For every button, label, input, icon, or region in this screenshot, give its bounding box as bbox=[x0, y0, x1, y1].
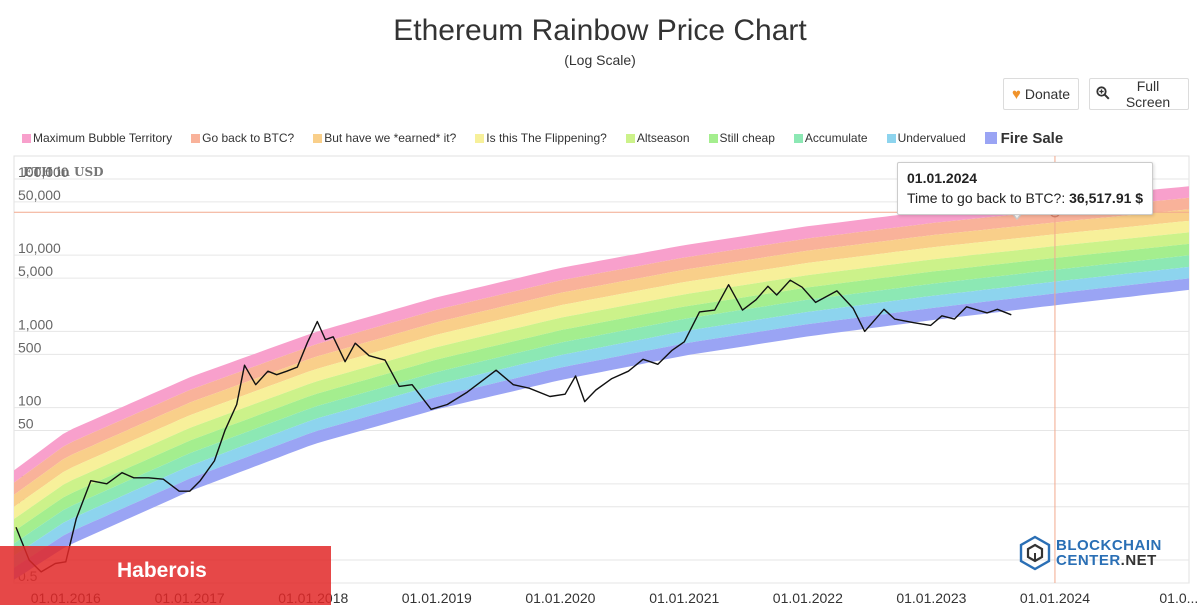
y-tick-label-6: 100 bbox=[18, 393, 42, 409]
x-tick-label-9: 01.0... bbox=[1159, 590, 1198, 605]
legend-label-0: Maximum Bubble Territory bbox=[33, 131, 173, 145]
full-screen-button[interactable]: Full Screen bbox=[1089, 78, 1189, 110]
legend-swatch-1 bbox=[191, 133, 201, 143]
y-tick-label-5: 500 bbox=[18, 339, 42, 355]
zoom-icon bbox=[1096, 85, 1110, 103]
legend-item-2[interactable]: But have we *earned* it? bbox=[313, 131, 456, 145]
y-tick-label-2: 10,000 bbox=[18, 240, 61, 256]
legend-label-7: Undervalued bbox=[897, 131, 966, 145]
full-screen-label: Full Screen bbox=[1125, 78, 1171, 110]
x-tick-label-6: 01.01.2022 bbox=[773, 590, 843, 605]
y-axis-label: ETH in USD bbox=[23, 165, 104, 179]
y-tick-label-4: 1,000 bbox=[18, 316, 53, 332]
legend-swatch-0 bbox=[22, 133, 31, 143]
x-tick-label-4: 01.01.2020 bbox=[525, 590, 595, 605]
donate-label: Donate bbox=[1024, 86, 1071, 102]
legend-swatch-8 bbox=[984, 132, 997, 144]
logo-line-2a: CENTER bbox=[1056, 552, 1121, 569]
y-tick-label-1: 50,000 bbox=[18, 187, 61, 203]
legend-item-6[interactable]: Accumulate bbox=[793, 131, 868, 145]
logo-line-1: BLOCKCHAIN bbox=[1056, 537, 1162, 554]
price-line bbox=[15, 279, 1012, 573]
tooltip-label: Time to go back to BTC?: bbox=[907, 190, 1066, 206]
x-tick-label-3: 01.01.2019 bbox=[402, 590, 472, 605]
legend-swatch-2 bbox=[313, 133, 323, 143]
price-tooltip: 01.01.2024 Time to go back to BTC?: 36,5… bbox=[897, 162, 1154, 215]
legend-item-7[interactable]: Undervalued bbox=[886, 131, 966, 145]
y-tick-label-7: 50 bbox=[18, 416, 34, 432]
legend-item-0[interactable]: Maximum Bubble Territory bbox=[22, 131, 172, 145]
heart-icon: ♥ bbox=[1011, 85, 1021, 103]
legend-item-1[interactable]: Go back to BTC? bbox=[191, 131, 294, 145]
x-tick-label-8: 01.01.2024 bbox=[1020, 590, 1090, 605]
legend-swatch-7 bbox=[886, 133, 896, 143]
x-tick-label-5: 01.01.2021 bbox=[649, 590, 719, 605]
y-tick-label-0: 100,000 bbox=[18, 164, 69, 180]
legend-label-4: Altseason bbox=[636, 131, 690, 145]
legend-swatch-4 bbox=[625, 133, 635, 143]
donate-button[interactable]: ♥ Donate bbox=[1003, 78, 1079, 110]
legend-label-5: Still cheap bbox=[719, 131, 775, 145]
legend-swatch-5 bbox=[708, 133, 718, 143]
tooltip-date: 01.01.2024 bbox=[907, 170, 978, 186]
legend-swatch-6 bbox=[793, 133, 803, 143]
legend-label-3: Is this The Flippening? bbox=[486, 131, 607, 145]
legend-label-2: But have we *earned* it? bbox=[324, 131, 457, 145]
x-tick-label-7: 01.01.2023 bbox=[896, 590, 966, 605]
legend-item-8[interactable]: Fire Sale bbox=[984, 129, 1064, 147]
legend-item-5[interactable]: Still cheap bbox=[708, 131, 775, 145]
legend-item-4[interactable]: Altseason bbox=[625, 131, 690, 145]
tooltip-value: 36,517.91 $ bbox=[1069, 190, 1144, 206]
chart-subtitle: (Log Scale) bbox=[564, 52, 636, 68]
logo-line-2b: .NET bbox=[1120, 552, 1157, 569]
legend-label-8: Fire Sale bbox=[1000, 129, 1064, 147]
blockchaincenter-logo: BLOCKCHAIN CENTER.NET bbox=[1018, 535, 1162, 571]
cube-logo-icon bbox=[1019, 535, 1051, 571]
y-tick-label-3: 5,000 bbox=[18, 263, 53, 279]
chart-legend: Maximum Bubble Territory Go back to BTC? B… bbox=[22, 128, 1082, 148]
legend-item-3[interactable]: Is this The Flippening? bbox=[475, 131, 607, 145]
chart-title: Ethereum Rainbow Price Chart bbox=[393, 14, 807, 47]
legend-label-1: Go back to BTC? bbox=[202, 131, 295, 145]
legend-swatch-3 bbox=[475, 133, 485, 143]
haberois-watermark: Haberois bbox=[0, 546, 331, 605]
legend-label-6: Accumulate bbox=[804, 131, 868, 145]
